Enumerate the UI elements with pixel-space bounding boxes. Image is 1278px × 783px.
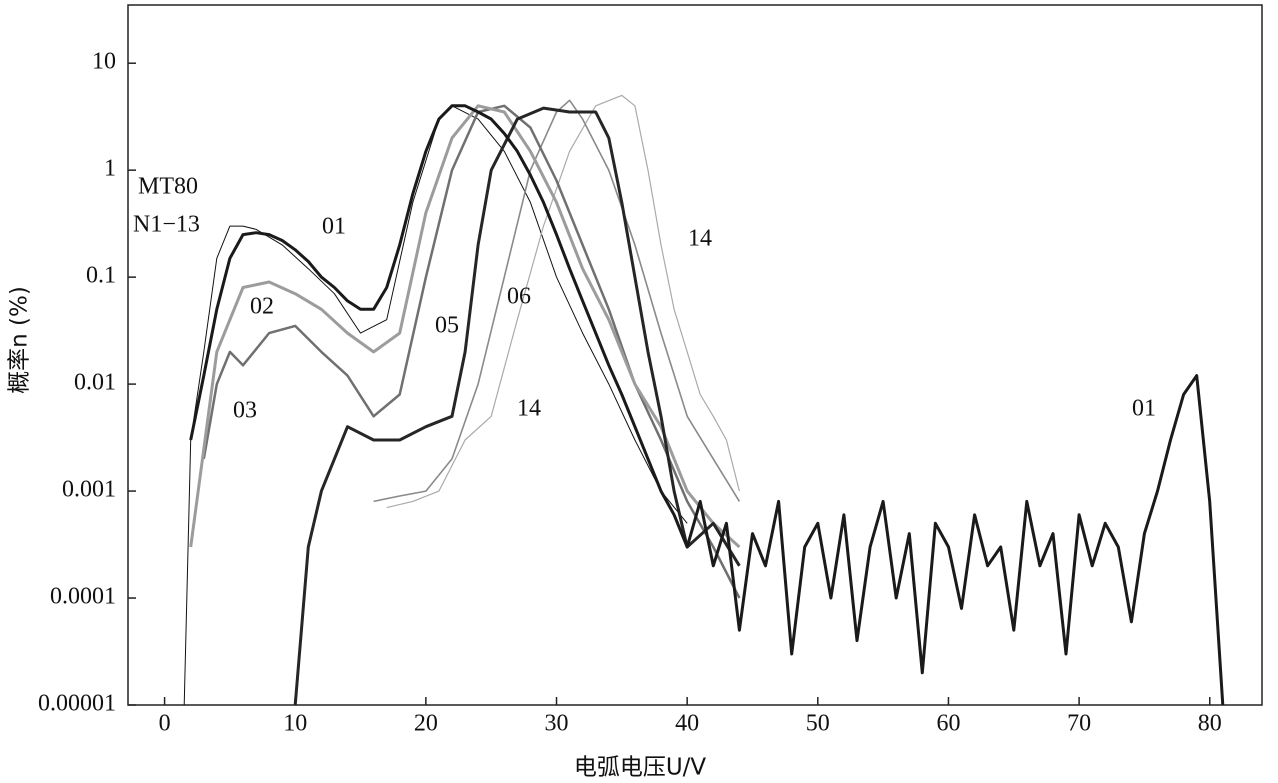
series-label: 05 bbox=[435, 313, 459, 339]
annotation: N1−13 bbox=[133, 212, 200, 238]
series-label: 14 bbox=[688, 226, 712, 252]
x-tick-label: 70 bbox=[1067, 711, 1091, 737]
y-tick-label: 0.0001 bbox=[50, 584, 116, 610]
series-line bbox=[373, 99, 741, 503]
y-tick-label: 0.001 bbox=[62, 477, 116, 503]
y-tick-label: 1 bbox=[104, 156, 116, 182]
x-tick-label: 60 bbox=[936, 711, 960, 737]
x-tick-label: 30 bbox=[545, 711, 569, 737]
series-line bbox=[189, 104, 1225, 705]
x-tick-label: 0 bbox=[159, 711, 171, 737]
series-line bbox=[386, 94, 740, 509]
x-tick-label: 50 bbox=[806, 711, 830, 737]
lines bbox=[183, 94, 1225, 705]
x-axis-label: 电弧电压U/V bbox=[574, 755, 707, 781]
y-tick-label: 0.00001 bbox=[38, 691, 116, 717]
series-label: 02 bbox=[250, 294, 274, 320]
annotation: MT80 bbox=[138, 174, 198, 200]
y-tick-label: 0.1 bbox=[86, 263, 116, 289]
y-tick-label: 10 bbox=[92, 49, 116, 75]
series-label: 01 bbox=[322, 214, 346, 240]
series-line bbox=[293, 106, 741, 705]
series-label: 06 bbox=[507, 284, 531, 310]
x-tick-label: 20 bbox=[414, 711, 438, 737]
plot-frame bbox=[127, 4, 1263, 706]
series-label: 03 bbox=[233, 398, 257, 424]
y-tick-label: 0.01 bbox=[74, 370, 116, 396]
x-tick-label: 10 bbox=[283, 711, 307, 737]
series-label: 14 bbox=[517, 396, 541, 422]
series-line bbox=[202, 104, 741, 599]
series-line bbox=[183, 105, 688, 705]
y-axis-label: 概率n (%) bbox=[7, 286, 33, 394]
series-line bbox=[189, 104, 741, 549]
x-tick-label: 80 bbox=[1198, 711, 1222, 737]
x-tick-label: 40 bbox=[675, 711, 699, 737]
series-label: 01 bbox=[1132, 396, 1156, 422]
